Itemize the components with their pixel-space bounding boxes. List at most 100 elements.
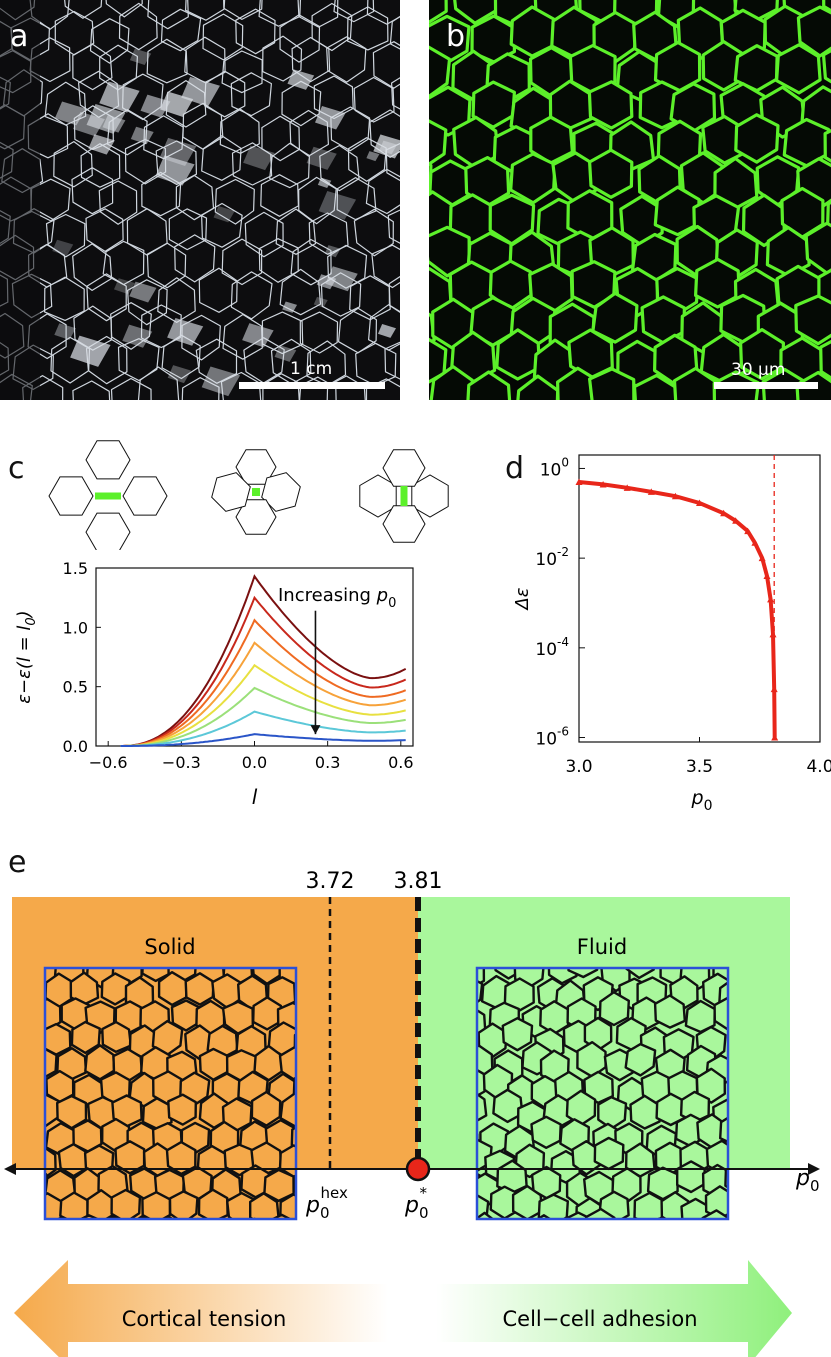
d-data-point [770, 685, 778, 693]
d-data-point [720, 509, 728, 517]
tissue-cell [492, 1088, 524, 1124]
foam-facet [88, 134, 115, 155]
foam-facet [242, 323, 274, 348]
foam-bubble [29, 0, 70, 30]
foam-bubble [214, 178, 255, 225]
tissue-cell [477, 1211, 495, 1219]
foam-bubble [261, 115, 300, 162]
foam-facet [52, 239, 74, 256]
c-xtick-label: 0.0 [242, 753, 267, 772]
foam-bubble [230, 271, 273, 320]
d-ytick-label: 10-4 [535, 635, 569, 660]
c-series-line [120, 641, 407, 747]
foam-bubble [353, 208, 394, 257]
tissue-cell [21, 1218, 48, 1251]
tissue-cell [598, 990, 630, 1027]
foam-bubble [336, 177, 377, 221]
c-series-line [120, 733, 406, 747]
cell-adhesion-arrow [436, 1260, 792, 1357]
d-ylabel: Δε [512, 587, 533, 611]
foam-facet [155, 155, 195, 186]
tissue-cell [141, 968, 171, 983]
panel-a-photo [0, 0, 400, 400]
foam-facet [167, 318, 204, 346]
p0-hex-label: p0hex [305, 1184, 348, 1222]
foam-facet [167, 365, 192, 384]
cell [588, 148, 634, 199]
increasing-arrowhead [310, 725, 321, 735]
tissue-cell [165, 1216, 175, 1219]
d-data-point [671, 492, 679, 500]
foam-bubble [146, 242, 187, 289]
foam-bubble [275, 208, 317, 255]
foam-facet [318, 190, 357, 220]
foam-facet [54, 323, 76, 340]
fluid-tissue-box [446, 966, 730, 1241]
tissue-cell [279, 1193, 296, 1219]
tissue-cell [446, 1210, 475, 1241]
d-data-point [575, 478, 583, 485]
foam-bubble [185, 0, 226, 21]
scale-bar-a [239, 382, 385, 389]
tissue-cell [562, 1211, 594, 1219]
tissue-cell [250, 1090, 282, 1127]
foam-facet [317, 177, 332, 188]
tissue-cell [583, 1070, 614, 1105]
t1-diagram-a [48, 440, 168, 550]
tissue-cell [5, 1194, 33, 1228]
tissue-cell [101, 1020, 133, 1054]
foam-facet [377, 324, 397, 338]
axis-right-arrowhead [808, 1163, 820, 1175]
tissue-cell [501, 1016, 534, 1052]
tissue-cell [511, 1184, 543, 1219]
foam-bubble [387, 209, 400, 244]
tissue-cell [656, 1217, 662, 1219]
foam-bubble [137, 366, 180, 400]
foam-facet [129, 281, 157, 303]
tissue-cell [107, 1215, 121, 1219]
foam-facet [316, 274, 337, 290]
foam-bubble [298, 176, 337, 225]
energy-gap-chart: 3.0 3.5 4.0 100 10-2 10-4 10-6 Δε p0 [512, 454, 831, 814]
tissue-cell [713, 996, 728, 1031]
foam-bubble [290, 238, 332, 286]
panel-d-letter: d [505, 451, 525, 486]
foam-facet [102, 114, 126, 133]
foam-bubble [260, 174, 299, 217]
foam-bubble [319, 144, 360, 192]
panel-b-micrograph [429, 0, 831, 400]
foam-bubble [161, 334, 201, 380]
foam-facet [325, 266, 358, 292]
d-ytick-label: 10-2 [535, 545, 569, 570]
cell [653, 185, 701, 237]
foam-bubble [160, 8, 202, 52]
foam-bubble [72, 380, 111, 400]
foam-bubble [86, 273, 127, 322]
foam-facet [129, 48, 152, 66]
foam-bubble [371, 244, 400, 289]
energy-barrier-chart: −0.6 −0.3 0.0 0.3 0.6 0.0 0.5 1.0 1.5 Increasing … [14, 559, 414, 808]
c-ylabel: ε−ε(l = l0) [14, 610, 39, 703]
d-data-point [751, 539, 759, 546]
d-ytick-label: 10-6 [535, 725, 569, 750]
foam-facet [314, 106, 346, 130]
fluid-label: Fluid [577, 935, 627, 959]
d-data-point [623, 484, 631, 491]
foam-bubble [269, 142, 310, 189]
tissue-cell [45, 1146, 57, 1180]
solid-label: Solid [144, 935, 195, 959]
foam-bubble [168, 208, 208, 251]
foam-facet [99, 81, 140, 113]
tissue-cell [70, 1020, 102, 1055]
cell [453, 0, 499, 25]
c-ytick-label: 0.5 [63, 678, 88, 697]
cell-membrane-image [429, 0, 831, 400]
tissue-cell [197, 1188, 229, 1219]
cell [796, 5, 831, 58]
foam-facet [140, 94, 171, 118]
tissue-cell [719, 1116, 728, 1144]
cell [734, 113, 780, 164]
tissue-cell [114, 1140, 146, 1175]
foam-bubble [202, 13, 244, 61]
tissue-cell [263, 1168, 295, 1202]
